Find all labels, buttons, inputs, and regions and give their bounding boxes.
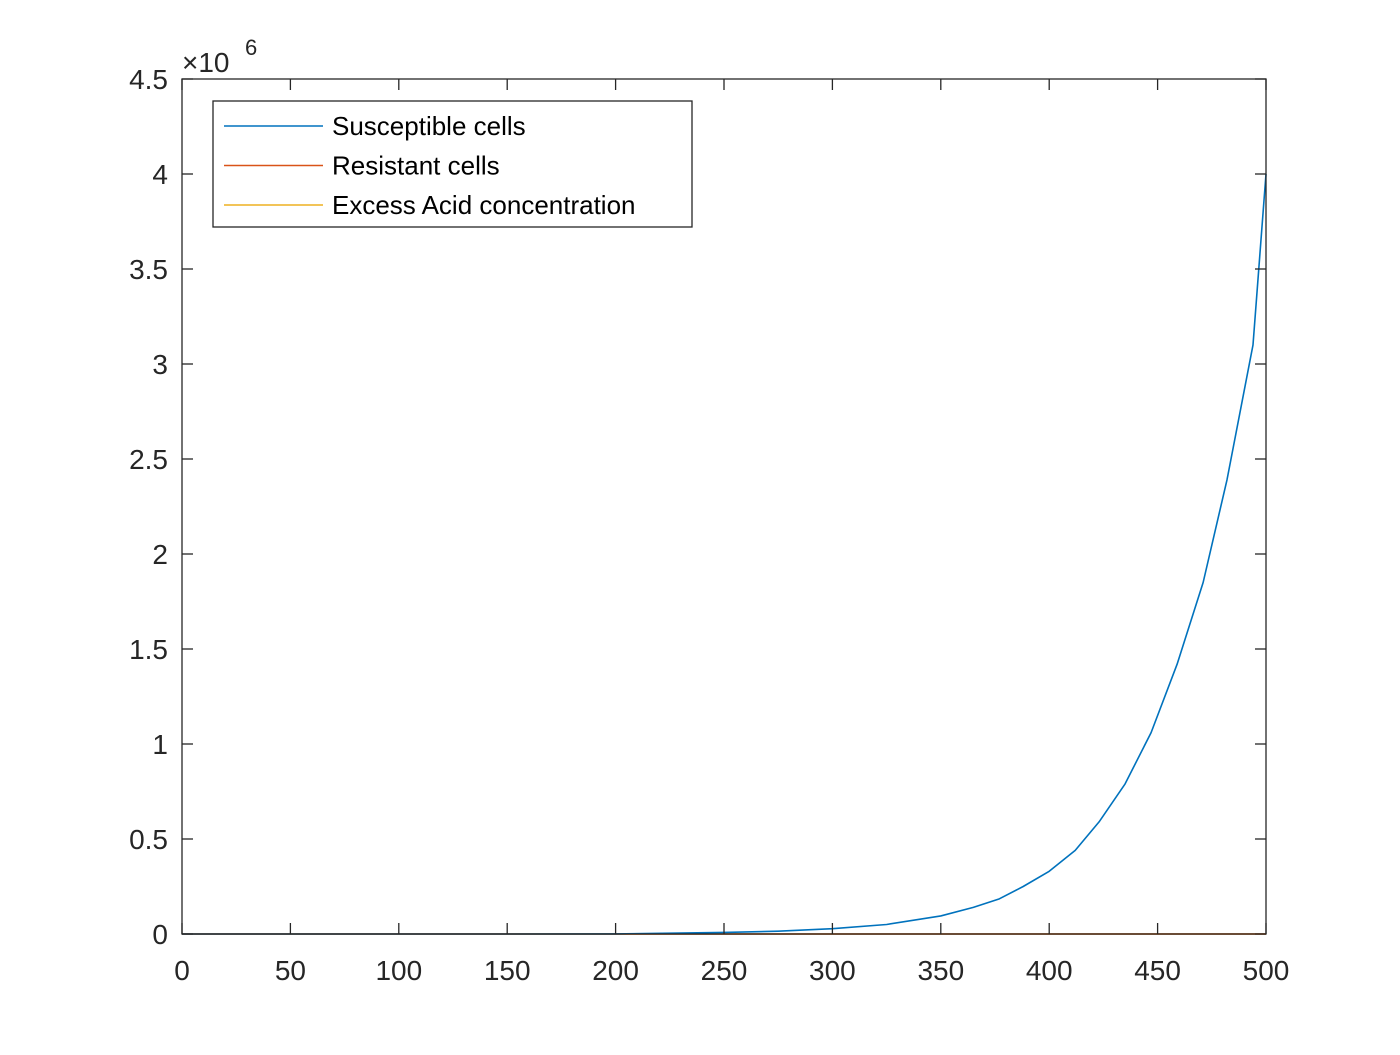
x-tick-label: 500: [1243, 955, 1290, 986]
y-tick-label: 3.5: [129, 254, 168, 285]
legend: Susceptible cells Resistant cells Excess A…: [212, 100, 693, 228]
y-tick-label: 4: [152, 159, 168, 190]
y-tick-label: 0: [152, 919, 168, 950]
x-tick-label: 450: [1134, 955, 1181, 986]
y-tick-label: 2: [152, 539, 168, 570]
y-exponent-base: ×10: [182, 47, 230, 78]
x-tick-label: 50: [275, 955, 306, 986]
x-tick-label: 400: [1026, 955, 1073, 986]
tick-layer: 0 50 100 150 200 250 300 350 400 450 500 0 0.5 1 1.5 2 2…: [129, 64, 1289, 986]
y-tick-label: 3: [152, 349, 168, 380]
y-tick-label: 4.5: [129, 64, 168, 95]
x-tick-label: 350: [917, 955, 964, 986]
x-tick-label: 150: [484, 955, 531, 986]
y-tick-label: 1.5: [129, 634, 168, 665]
legend-label-2: Excess Acid concentration: [332, 190, 636, 220]
x-tick-label: 250: [701, 955, 748, 986]
y-tick-label: 0.5: [129, 824, 168, 855]
x-tick-label: 100: [375, 955, 422, 986]
y-tick-label: 2.5: [129, 444, 168, 475]
legend-box: [212, 100, 693, 228]
x-tick-label: 300: [809, 955, 856, 986]
x-tick-label: 0: [174, 955, 190, 986]
legend-label-0: Susceptible cells: [332, 111, 526, 141]
y-tick-label: 1: [152, 729, 168, 760]
legend-label-1: Resistant cells: [332, 151, 500, 181]
y-exponent-power: 6: [245, 35, 257, 60]
x-tick-label: 200: [592, 955, 639, 986]
y-exponent-label: ×10 6: [182, 35, 257, 78]
